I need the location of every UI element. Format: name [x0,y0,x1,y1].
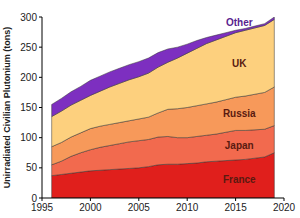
y-tick [39,17,42,18]
y-tick-label: 100 [20,132,37,143]
y-tick [39,107,42,108]
chart: 0501001502002503001995200020052010201520… [0,0,300,218]
x-tick-label: 2005 [128,202,151,213]
y-tick [39,137,42,138]
y-tick-label: 150 [20,102,37,113]
y-tick [39,77,42,78]
x-tick [90,198,91,201]
y-tick [39,167,42,168]
y-tick-label: 250 [20,42,37,53]
y-tick-label: 300 [20,12,37,23]
y-tick [39,47,42,48]
x-tick [235,198,236,201]
y-axis-label: Unirradiated Civilian Plutonium (tons) [2,27,12,189]
legend-label: Japan [225,140,254,151]
x-tick-label: 1995 [31,202,54,213]
legend-label: France [223,174,256,185]
x-tick [284,198,285,201]
x-tick [42,198,43,201]
x-tick-label: 2015 [224,202,247,213]
x-tick-label: 2010 [176,202,199,213]
x-tick [138,198,139,201]
y-tick-label: 50 [26,162,38,173]
x-tick-label: 2020 [273,202,296,213]
x-axis [42,198,284,199]
area-4 [52,17,275,117]
plot-area [52,17,275,198]
y-tick-label: 200 [20,72,37,83]
x-tick [187,198,188,201]
x-tick-label: 2000 [79,202,102,213]
legend-label: UK [232,58,247,69]
legend-label: Other [226,17,253,28]
legend-label: Russia [223,108,256,119]
area-3 [52,19,275,146]
